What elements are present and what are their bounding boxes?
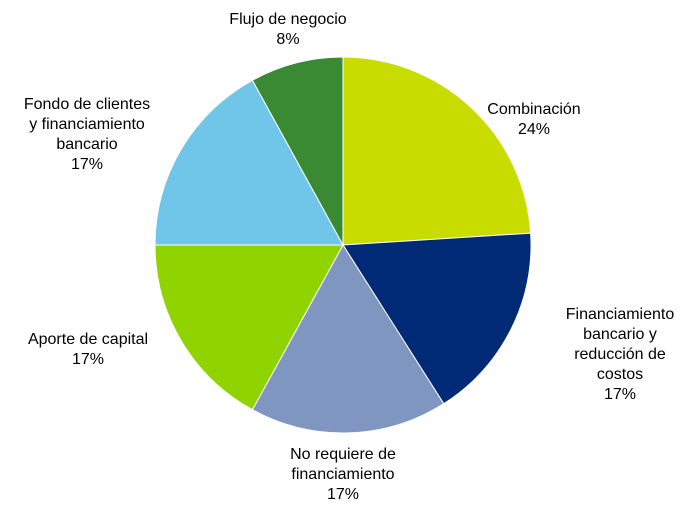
category-label: Combinación <box>487 101 581 118</box>
slice-label: No requiere de financiamiento 17% <box>290 445 396 505</box>
pie-slice <box>342 232 532 405</box>
value-label: 17% <box>70 156 104 173</box>
value-label: 17% <box>326 486 360 503</box>
pie-slice <box>251 56 344 246</box>
value-label: 17% <box>603 386 637 403</box>
category-label: Financiamiento bancario y reducción de c… <box>565 306 675 383</box>
category-label: No requiere de financiamiento <box>290 446 396 483</box>
value-label: 17% <box>71 351 105 368</box>
value-label: 8% <box>276 31 300 48</box>
slice-label: Flujo de negocio 8% <box>229 10 346 50</box>
category-label: Fondo de clientes y financiamiento banca… <box>23 96 151 153</box>
slice-label: Fondo de clientes y financiamiento banca… <box>24 95 150 175</box>
pie-slice <box>251 244 445 434</box>
pie-slice <box>342 56 532 246</box>
slice-label: Combinación 24% <box>487 100 580 140</box>
slice-label: Aporte de capital 17% <box>28 330 148 370</box>
pie-slice <box>154 79 344 246</box>
category-label: Aporte de capital <box>27 331 149 348</box>
category-label: Flujo de negocio <box>229 11 347 28</box>
pie-slice <box>154 244 344 411</box>
value-label: 24% <box>517 121 551 138</box>
slice-label: Financiamiento bancario y reducción de c… <box>566 305 675 405</box>
